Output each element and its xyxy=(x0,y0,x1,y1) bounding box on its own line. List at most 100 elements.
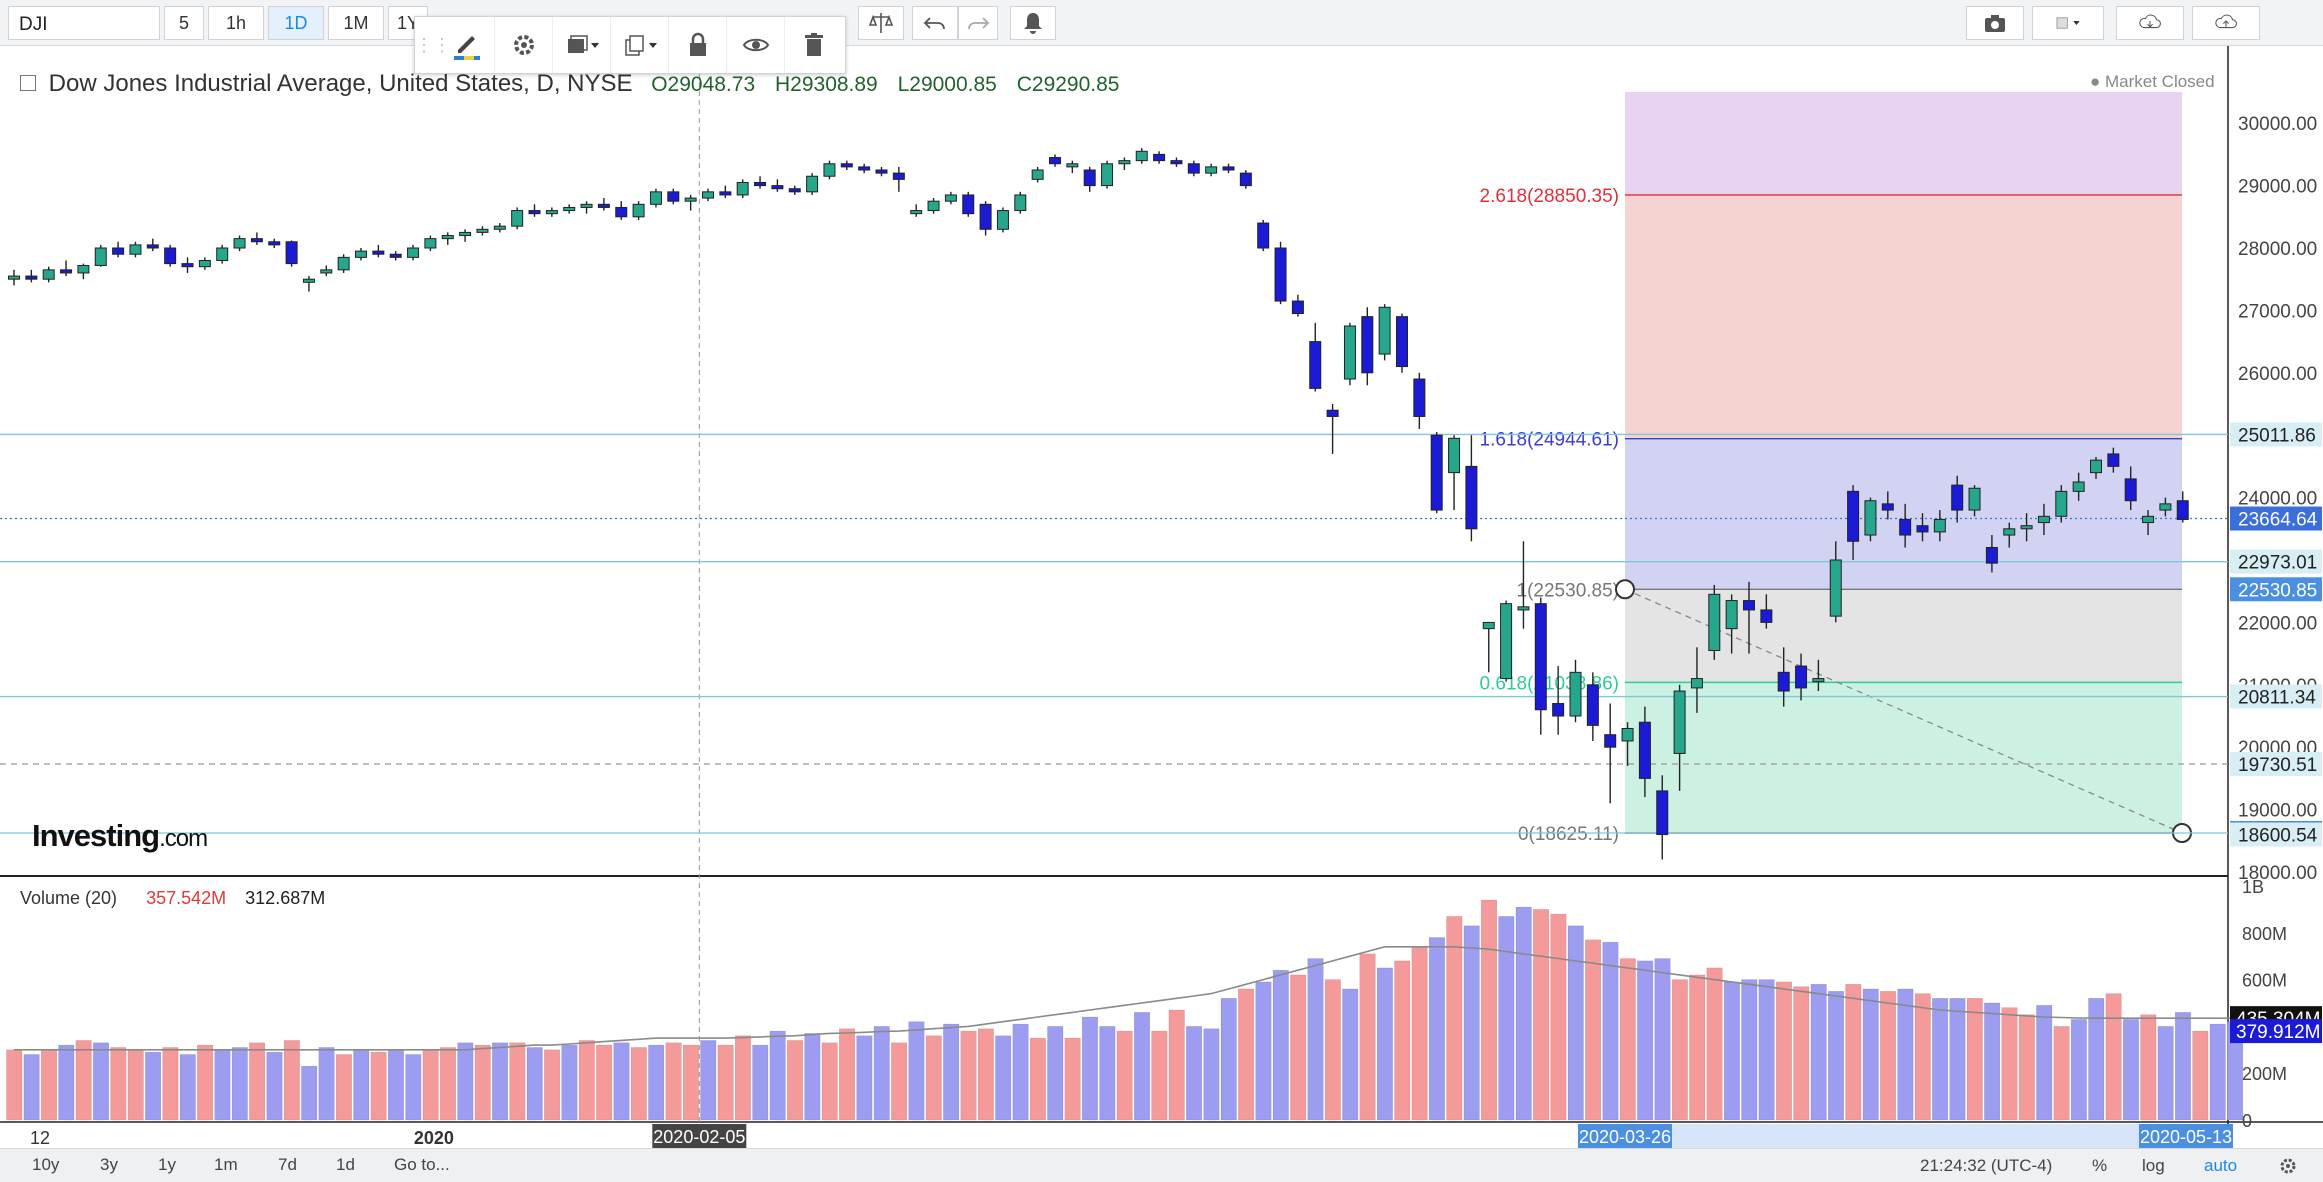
candle-body xyxy=(1396,316,1408,368)
price-label-text: 20811.34 xyxy=(2238,688,2316,709)
volume-bar xyxy=(422,1049,439,1121)
volume-bar xyxy=(700,1040,717,1121)
candle-body xyxy=(2142,515,2155,524)
candle-body xyxy=(511,210,524,227)
pencil-icon[interactable] xyxy=(437,17,495,73)
fib-level-label: 1(22530.85) xyxy=(1517,580,1619,601)
candle-body xyxy=(164,247,177,265)
candle-body xyxy=(1690,678,1703,689)
candle-body xyxy=(216,247,229,261)
interval-1d-button[interactable]: 1D xyxy=(268,6,324,40)
candle-body xyxy=(1049,157,1061,165)
candle-body xyxy=(129,244,142,255)
cloud-upload-icon[interactable] xyxy=(2192,6,2260,40)
volume-bar xyxy=(1862,988,1879,1121)
fib-handle xyxy=(1615,579,1635,600)
volume-bar xyxy=(838,1028,856,1121)
range-10y-button[interactable]: 10y xyxy=(32,1155,60,1174)
volume-bar xyxy=(491,1042,509,1121)
volume-bar xyxy=(1585,939,1602,1121)
candle-body xyxy=(1569,671,1582,717)
candle-body xyxy=(1586,684,1599,726)
candle-body xyxy=(771,185,784,190)
volume-bar xyxy=(1741,979,1758,1121)
candle-body xyxy=(1829,559,1842,617)
volume-bar xyxy=(1047,1026,1064,1121)
volume-label-text: 379.912M xyxy=(2236,1022,2321,1043)
range-1m-button[interactable]: 1m xyxy=(214,1155,238,1174)
candle-body xyxy=(285,241,298,265)
volume-bar xyxy=(1203,1028,1220,1121)
candle-body xyxy=(1326,409,1339,417)
range-1d-button[interactable]: 1d xyxy=(336,1155,355,1174)
collapse-icon[interactable] xyxy=(20,74,36,91)
volume-bar xyxy=(630,1047,647,1121)
camera-icon[interactable] xyxy=(1966,6,2024,40)
candle-body xyxy=(1239,172,1252,187)
price-tick-label: 27000.00 xyxy=(2238,301,2317,322)
candle-body xyxy=(2124,478,2137,502)
price-label-badge xyxy=(2230,822,2322,847)
candle-body xyxy=(1118,160,1131,165)
layout-dropdown[interactable] xyxy=(2032,6,2104,40)
bottom-range-bar: 10y 3y 1y 1m 7d 1d Go to... 21:24:32 (UT… xyxy=(0,1148,2323,1182)
cloud-download-icon[interactable] xyxy=(2116,6,2184,40)
volume-bar xyxy=(6,1049,23,1121)
eye-icon[interactable] xyxy=(727,17,785,73)
candle-body xyxy=(823,163,836,177)
volume-bar xyxy=(960,1030,977,1121)
price-tick-label: 22000.00 xyxy=(2238,613,2317,634)
volume-bar xyxy=(1116,1030,1133,1121)
redo-icon[interactable] xyxy=(958,6,998,40)
range-3y-button[interactable]: 3y xyxy=(100,1155,118,1174)
candle-body xyxy=(1500,603,1513,680)
interval-5-button[interactable]: 5 xyxy=(164,6,204,40)
candle-body xyxy=(1951,484,1964,511)
candle-body xyxy=(996,210,1009,230)
main-chart[interactable]: 2.618(28850.35) 1.618(24944.61) 1(22530.85… xyxy=(0,46,2323,1182)
volume-bar xyxy=(1827,990,1845,1121)
settings-gear-icon[interactable] xyxy=(2278,1156,2298,1181)
clone-icon[interactable] xyxy=(611,17,669,73)
volume-bar xyxy=(92,1042,110,1121)
volume-bar xyxy=(1637,960,1654,1121)
price-label-text: 18600.54 xyxy=(2238,826,2318,847)
goto-button[interactable]: Go to... xyxy=(394,1155,450,1174)
interval-1m-button[interactable]: 1M xyxy=(328,6,384,40)
candle-body xyxy=(754,181,767,187)
candle-body xyxy=(337,256,350,271)
candle-body xyxy=(1673,690,1686,754)
alert-icon[interactable] xyxy=(1010,6,1056,40)
volume-bar xyxy=(1290,974,1307,1121)
percent-toggle[interactable]: % xyxy=(2092,1156,2108,1175)
volume-bar xyxy=(2192,1030,2209,1121)
candle-body xyxy=(181,263,194,268)
interval-1h-button[interactable]: 1h xyxy=(208,6,264,40)
auto-toggle[interactable]: auto xyxy=(2204,1156,2238,1175)
logo-suffix: .com xyxy=(159,825,208,852)
time-date-label: 2020-02-05 xyxy=(653,1127,745,1147)
volume-bar xyxy=(58,1044,75,1121)
range-1y-button[interactable]: 1y xyxy=(158,1155,176,1174)
volume-bar xyxy=(40,1049,58,1121)
symbol-input[interactable]: DJI xyxy=(8,6,160,40)
price-tick-label: 26000.00 xyxy=(2238,364,2317,385)
lock-icon[interactable] xyxy=(669,17,727,73)
layers-icon[interactable] xyxy=(553,17,611,73)
compare-icon[interactable] xyxy=(858,6,904,40)
trash-icon[interactable] xyxy=(785,17,843,73)
candle-body xyxy=(1430,434,1443,511)
candle-body xyxy=(944,194,957,202)
volume-label: Volume (20) xyxy=(20,888,118,908)
drag-handle[interactable]: ⋮⋮ xyxy=(415,34,451,55)
volume-bar xyxy=(1810,983,1827,1121)
volume-bar xyxy=(23,1054,40,1121)
undo-icon[interactable] xyxy=(912,6,958,40)
price-label-text: 19730.51 xyxy=(2238,755,2317,776)
volume-bar xyxy=(2053,1026,2070,1121)
log-toggle[interactable]: log xyxy=(2142,1156,2165,1175)
range-7d-button[interactable]: 7d xyxy=(278,1155,297,1174)
volume-bar xyxy=(1845,983,1862,1121)
gear-icon[interactable] xyxy=(495,17,553,73)
volume-bar xyxy=(717,1044,734,1121)
